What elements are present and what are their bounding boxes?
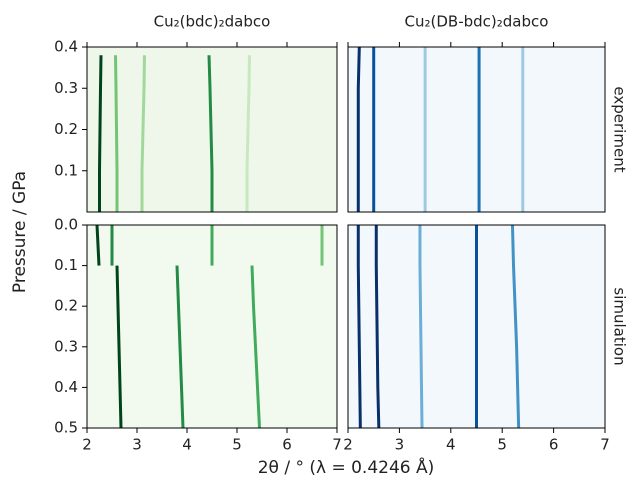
peak-trace [356, 225, 362, 429]
peak-trace [140, 55, 146, 212]
peak-trace [114, 55, 119, 212]
panel-title: Cu₂(DB-bdc)₂dabco [405, 13, 549, 31]
peak-trace [245, 55, 251, 212]
peak-trace [98, 55, 103, 212]
panel-title: Cu₂(bdc)₂dabco [154, 13, 271, 31]
row-label: experiment [611, 86, 629, 172]
y-tick-label: 0.0 [54, 216, 78, 234]
peak-trace [356, 46, 361, 212]
peak-trace [115, 265, 123, 429]
y-tick-label: 0.2 [54, 297, 78, 315]
y-tick-label: 0.3 [54, 79, 78, 97]
peak-trace [95, 224, 101, 266]
y-tick-label: 0.1 [54, 256, 78, 274]
y-tick-label: 0.5 [54, 419, 78, 437]
peak-trace [207, 55, 214, 212]
x-tick-label: 7 [600, 436, 610, 454]
y-tick-label: 0.4 [54, 38, 78, 56]
y-tick-label: 0.3 [54, 337, 78, 355]
x-tick-label: 3 [132, 436, 142, 454]
panel-frame [86, 224, 338, 429]
x-tick-label: 7 [332, 436, 342, 454]
peak-trace [418, 225, 424, 429]
x-tick-label: 4 [182, 436, 192, 454]
peak-trace [510, 224, 521, 429]
x-tick-label: 5 [497, 436, 507, 454]
panel-frame [347, 224, 606, 429]
peak-trace [374, 225, 381, 429]
y-tick-label: 0.4 [54, 378, 78, 396]
panel-background [348, 47, 605, 212]
row-label: simulation [611, 287, 629, 365]
x-tick-label: 4 [446, 436, 456, 454]
panel-frame [347, 46, 606, 213]
x-tick-label: 6 [282, 436, 292, 454]
x-tick-label: 3 [395, 436, 405, 454]
peak-trace [250, 265, 261, 429]
peak-trace [175, 265, 185, 429]
x-tick-label: 5 [232, 436, 242, 454]
x-tick-label: 2 [82, 436, 92, 454]
x-tick-label: 6 [549, 436, 559, 454]
x-tick-label: 2 [343, 436, 353, 454]
y-axis-label: Pressure / GPa [10, 171, 30, 293]
y-tick-label: 0.2 [54, 120, 78, 138]
y-tick-label: 0.1 [54, 161, 78, 179]
x-axis-label: 2θ / ° (λ = 0.4246 Å) [258, 456, 435, 478]
